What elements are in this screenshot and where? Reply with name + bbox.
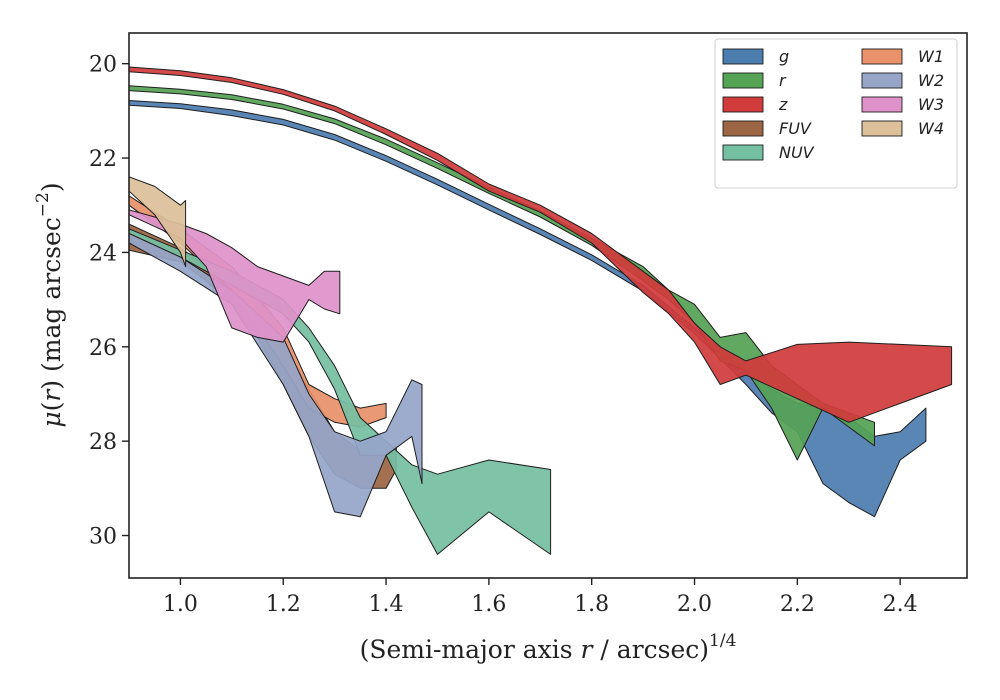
area-w3 xyxy=(129,209,341,343)
y-tick-label: 30 xyxy=(89,525,117,550)
x-axis: 1.0 1.2 1.4 1.6 1.8 2.0 2.2 2.4 xyxy=(163,578,918,617)
legend-swatch-r xyxy=(722,72,764,89)
x-tick-label: 1.0 xyxy=(163,592,198,617)
y-tick-label: 28 xyxy=(89,430,117,455)
y-axis: 20 22 24 26 28 30 xyxy=(89,53,129,550)
legend-swatch-w1 xyxy=(861,48,903,65)
x-axis-label: (Semi-major axis r / arcsec)1/4 xyxy=(360,631,737,664)
legend-swatch-g xyxy=(722,48,764,65)
area-z xyxy=(129,66,953,423)
y-tick-label: 26 xyxy=(89,336,117,361)
y-tick-label: 24 xyxy=(89,241,117,266)
legend-label-nuv: NUV xyxy=(779,143,815,162)
y-axis-label: μ(r) (mag arcsec−2) xyxy=(33,182,66,427)
x-tick-label: 1.2 xyxy=(266,592,301,617)
plot-areas xyxy=(129,66,953,555)
x-tick-label: 1.4 xyxy=(369,592,404,617)
legend-label-w1: W1 xyxy=(918,47,944,66)
legend-label-w3: W3 xyxy=(918,95,944,114)
legend-label-z: z xyxy=(778,95,788,114)
plot-frame xyxy=(128,32,968,579)
legend-swatch-w4 xyxy=(861,120,903,137)
legend-swatch-z xyxy=(722,96,764,113)
x-tick-label: 2.2 xyxy=(780,592,815,617)
x-tick-label: 1.6 xyxy=(471,592,506,617)
y-tick-label: 20 xyxy=(89,53,117,78)
x-tick-label: 2.4 xyxy=(883,592,918,617)
legend-label-w4: W4 xyxy=(918,119,944,138)
legend: grz FUV NUV W1 W2 W3 W4 xyxy=(714,38,958,189)
area-w4 xyxy=(129,176,187,268)
legend-swatch-fuv xyxy=(722,120,764,137)
area-g xyxy=(129,100,927,518)
legend-swatch-nuv xyxy=(722,144,764,161)
y-tick-label: 22 xyxy=(89,147,117,172)
legend-label-fuv: FUV xyxy=(779,119,812,138)
x-tick-label: 1.8 xyxy=(574,592,609,617)
legend-swatch-w2 xyxy=(861,72,903,89)
legend-swatch-w3 xyxy=(861,96,903,113)
legend-label-w2: W2 xyxy=(918,71,944,90)
x-tick-label: 2.0 xyxy=(677,592,712,617)
legend-label-r: r xyxy=(779,71,787,90)
legend-label-g: g xyxy=(779,47,789,66)
